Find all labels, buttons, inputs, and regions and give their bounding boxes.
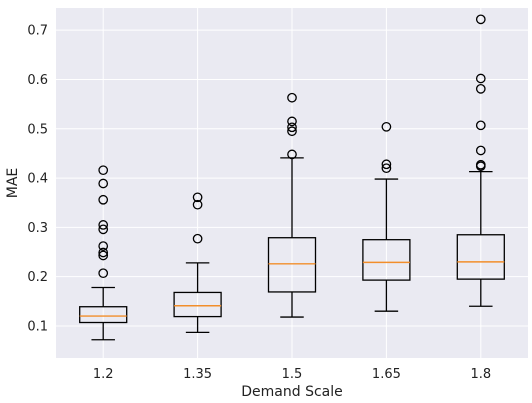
box-group-1.8 [456,14,505,307]
outlier-point [287,126,297,137]
outlier-point [287,122,297,133]
x-tick-label: 1.5 [282,367,303,382]
iqr-box [267,237,317,293]
x-tick-label: 1.2 [93,367,114,382]
y-tick-label: 0.2 [27,270,48,285]
outlier-point [381,163,392,174]
outlier-point [192,192,203,203]
outlier-point [287,92,297,103]
outlier-point [192,199,203,210]
outlier-point [98,220,109,230]
iqr-box [362,239,411,281]
y-tick-label: 0.3 [27,221,48,236]
box-group-1.35 [173,192,222,334]
outlier-point [98,247,109,258]
y-tick-label: 0.4 [27,172,48,187]
x-tick-label: 1.8 [470,367,491,382]
outlier-point [98,241,109,251]
outlier-point [98,194,109,205]
outlier-point [192,233,203,244]
iqr-box [173,291,222,318]
y-tick-label: 0.7 [27,24,48,39]
outlier-point [381,159,392,170]
outlier-point [475,159,486,170]
tick-labels: 0.1 0.2 0.3 0.4 0.5 0.6 0.7 1.2 1.35 1.5 1.65 1.8 [27,24,491,382]
outlier-point [287,116,297,127]
outlier-point [98,224,109,235]
x-tick-label: 1.65 [372,367,401,382]
iqr-box [456,234,505,280]
box-group-1.65 [362,121,411,312]
box-group-1.5 [267,92,317,318]
y-tick-label: 0.5 [27,122,48,137]
y-axis-label: MAE [5,168,21,199]
x-tick-label: 1.35 [183,367,212,382]
y-tick-label: 0.1 [27,319,48,334]
outlier-point [475,120,486,131]
outlier-point [475,14,486,25]
outlier-point [98,165,109,176]
iqr-box [79,306,128,324]
outlier-point [287,149,297,160]
outlier-point [475,73,486,84]
outlier-point [98,178,109,189]
boxes [79,14,505,341]
outlier-point [475,83,486,94]
outlier-point [98,268,109,279]
box-group-1.2 [79,165,128,341]
x-axis-label: Demand Scale [241,384,343,400]
outlier-point [381,121,392,132]
y-tick-label: 0.6 [27,73,48,88]
outlier-point [98,250,109,261]
outlier-point [475,145,486,156]
